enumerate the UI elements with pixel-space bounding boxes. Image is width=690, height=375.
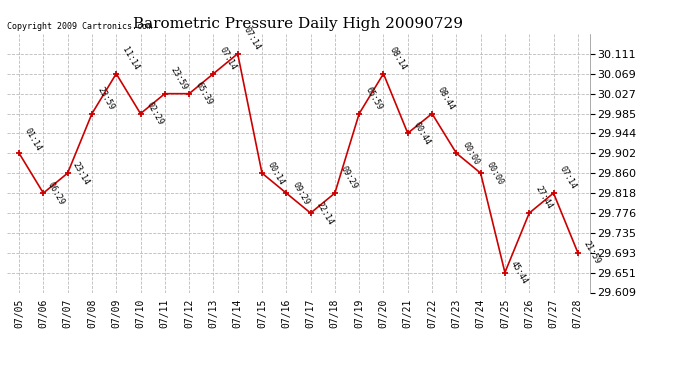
- Text: Copyright 2009 Cartronics.com: Copyright 2009 Cartronics.com: [7, 22, 152, 31]
- Text: 06:29: 06:29: [46, 180, 66, 206]
- Text: 23:59: 23:59: [169, 65, 189, 92]
- Text: 00:00: 00:00: [460, 140, 481, 166]
- Text: 22:14: 22:14: [315, 200, 335, 226]
- Text: 09:29: 09:29: [290, 180, 310, 206]
- Title: Barometric Pressure Daily High 20090729: Barometric Pressure Daily High 20090729: [133, 17, 464, 31]
- Text: 08:14: 08:14: [388, 45, 408, 72]
- Text: 45:44: 45:44: [509, 260, 529, 286]
- Text: 65:59: 65:59: [364, 86, 384, 111]
- Text: 23:14: 23:14: [70, 160, 90, 186]
- Text: 08:44: 08:44: [436, 86, 457, 111]
- Text: 07:14: 07:14: [558, 165, 578, 191]
- Text: 27:44: 27:44: [533, 185, 553, 211]
- Text: 02:29: 02:29: [145, 100, 165, 127]
- Text: 00:44: 00:44: [412, 120, 432, 146]
- Text: 07:14: 07:14: [242, 26, 262, 51]
- Text: 01:14: 01:14: [23, 126, 43, 152]
- Text: 07:14: 07:14: [217, 45, 238, 72]
- Text: 11:14: 11:14: [120, 45, 141, 72]
- Text: 00:14: 00:14: [266, 160, 286, 186]
- Text: 65:39: 65:39: [193, 81, 214, 107]
- Text: 00:00: 00:00: [485, 160, 505, 186]
- Text: 23:59: 23:59: [96, 86, 117, 111]
- Text: 21:59: 21:59: [582, 240, 602, 266]
- Text: 09:29: 09:29: [339, 165, 359, 191]
